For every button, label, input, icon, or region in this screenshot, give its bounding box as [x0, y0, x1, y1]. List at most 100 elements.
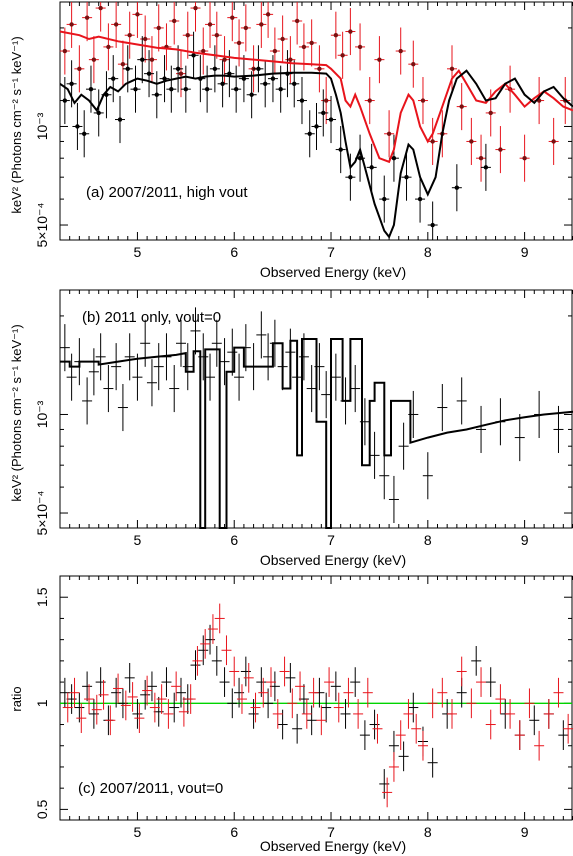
panel-a-xtick-label: 7	[327, 244, 335, 260]
panel-c-data-red-point	[466, 688, 477, 719]
panel-c-ytick-label: 0.5	[34, 799, 50, 819]
panel-a-data-red-point	[364, 77, 375, 125]
panel-a-data-black-point	[85, 65, 96, 113]
panel-b-data-black-point	[379, 452, 390, 500]
panel-c-xtick-label: 9	[521, 824, 529, 840]
panel-a-data-red-point	[227, 2, 238, 42]
panel-c-data-red-point	[388, 752, 399, 782]
panel-a-data-red-point	[198, 27, 209, 75]
panel-b-data-black-point	[132, 353, 143, 401]
panel-c-frame	[59, 575, 573, 821]
panel-c-data-black-point	[124, 662, 135, 693]
panel-b-series-data-black	[59, 307, 564, 524]
panel-b-xlabel: Observed Energy (keV)	[260, 552, 406, 568]
panel-c-data-red-point	[163, 699, 174, 729]
panel-b-data-black-point	[350, 365, 361, 413]
panel-b: (b) 2011 only, vout=0 Observed Energy (k…	[9, 289, 573, 568]
panel-c-data-black-point	[398, 741, 409, 772]
panel-b-xtick-label: 5	[134, 532, 142, 548]
panel-a-data-black-point	[379, 175, 390, 223]
panel-b-xtick-label: 7	[327, 532, 335, 548]
panel-a-data-red-point	[548, 117, 559, 165]
panel-c-data-red-point	[192, 646, 203, 676]
panel-a-data-black-point	[115, 96, 126, 144]
panel-a-data-black-point	[66, 60, 77, 108]
panel-c-data-red-point	[178, 696, 189, 727]
panel-c-data-red-point	[553, 677, 564, 708]
panel-c-data-red-point	[134, 703, 145, 734]
panel-a-data-black-point	[415, 175, 426, 223]
panel-c-data-red-point	[149, 692, 160, 723]
panel-b-data-black-point	[111, 343, 122, 391]
panel-b-data-black-point	[95, 333, 106, 381]
panel-c-data-red-point	[456, 656, 467, 687]
panel-b-data-black-point	[82, 377, 93, 425]
panel-c-data-red-point	[308, 677, 319, 708]
panel-c-data-red-point	[524, 688, 535, 719]
panel-a-data-red-point	[306, 19, 317, 67]
panel-a-data-red-point	[59, 27, 70, 75]
panel-a-data-red-point	[132, 2, 143, 38]
panel-a-data-black-point	[267, 55, 278, 103]
panel-a-data-black-point	[253, 45, 264, 93]
panel-a-ylabel: keV² (Photons cm⁻² s⁻¹ keV⁻¹)	[9, 36, 24, 213]
panel-c-data-black-point	[132, 699, 143, 729]
panel-c-data-red-point	[207, 614, 218, 644]
panel-b-data-black-point	[256, 311, 267, 359]
panel-b-data-black-point	[117, 384, 128, 432]
panel-a-data-black-point	[159, 55, 170, 103]
panel-c-data-black-point	[95, 667, 106, 697]
panel-c-data-red-point	[534, 730, 545, 761]
panel-b-data-black-point	[388, 475, 399, 524]
panel-c-data-red-point	[142, 675, 153, 706]
panel-c-data-red-point	[505, 699, 516, 729]
panel-c-data-red-point	[221, 635, 232, 666]
panel-b-data-black-point	[59, 324, 70, 372]
panel-a-data-red-point	[103, 23, 114, 71]
panel-a-data-black-point	[130, 65, 141, 113]
panel-b-data-black-point	[398, 422, 409, 470]
panel-a-data-black-point	[202, 65, 213, 113]
panel-c-data-red-point	[495, 684, 506, 714]
panel-a-data-red-point	[74, 45, 85, 93]
panel-c-series-data-black	[59, 624, 569, 799]
panel-a-data-red-point	[495, 126, 506, 174]
panel-c-data-red-point	[287, 688, 298, 719]
panel-a-data-red-point	[124, 11, 135, 59]
panel-b-data-black-point	[66, 353, 77, 401]
panel-b-data-black-point	[306, 365, 317, 413]
panel-c-data-red-point	[316, 705, 327, 736]
panel-c-xtick-label: 5	[134, 824, 142, 840]
panel-a-data-black-point	[480, 143, 491, 191]
panel-a-data-red-point	[408, 40, 419, 88]
panel-a-xtick-label: 5	[134, 244, 142, 260]
panel-a-data-red-point	[169, 2, 180, 45]
panel-b-data-black-point	[190, 307, 201, 355]
panel-c-data-black-point	[529, 705, 540, 736]
panel-c-data-red-point	[62, 692, 73, 723]
panel-c-data-black-point	[485, 667, 496, 697]
panel-c-data-black-point	[175, 677, 186, 708]
panel-c-data-red-point	[437, 677, 448, 708]
panel-c-data-red-point	[243, 662, 254, 693]
panel-a-series-model-black	[59, 69, 573, 239]
panel-b-ylabel: keV² (Photons cm⁻² s⁻¹ keV⁻¹)	[9, 324, 24, 501]
panel-b-xtick-label: 8	[424, 532, 432, 548]
panel-b-series-step-black	[60, 338, 573, 529]
panel-a-data-black-point	[59, 77, 70, 125]
panel-a-data-black-point	[217, 60, 228, 108]
panel-a-data-black-point	[180, 65, 191, 113]
panel-c-data-red-point	[84, 684, 95, 714]
panel-a-xlabel: Observed Energy (keV)	[260, 264, 406, 280]
panel-b-data-black-point	[330, 353, 341, 401]
panel-b-data-black-point	[124, 333, 135, 381]
panel-c-annotation: (c) 2007/2011, vout=0	[78, 780, 223, 797]
panel-a-data-red-point	[395, 27, 406, 75]
panel-c-data-black-point	[558, 720, 569, 750]
panel-a-data-black-point	[311, 102, 322, 151]
panel-a-ytick-label: 10⁻³	[34, 112, 50, 140]
panel-c-ylabel: ratio	[9, 686, 24, 711]
panel-b-data-black-point	[153, 343, 164, 391]
panel-b-xtick-label: 6	[230, 532, 238, 548]
